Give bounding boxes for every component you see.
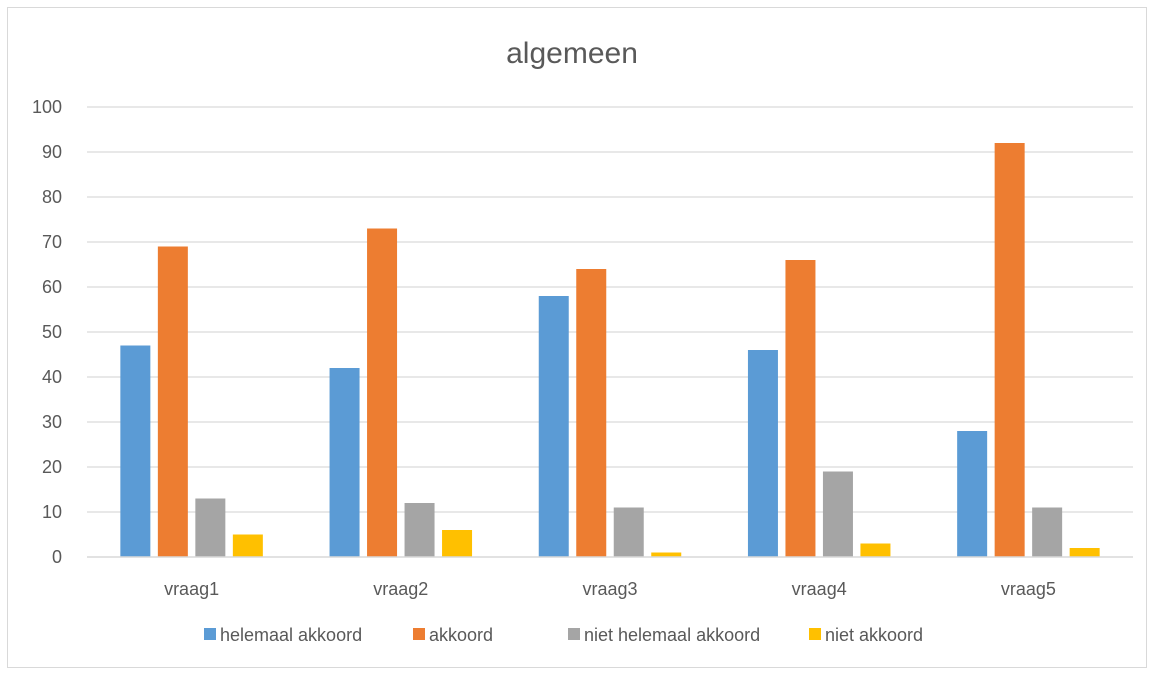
bars (120, 143, 1100, 557)
bar-vraag4-series-1 (785, 260, 816, 557)
bar-vraag5-series-0 (957, 431, 988, 557)
x-tick-label: vraag1 (164, 579, 219, 599)
x-tick-label: vraag5 (1001, 579, 1056, 599)
y-tick-label: 20 (42, 457, 62, 477)
bar-vraag5-series-2 (1032, 507, 1063, 557)
bar-vraag4-series-0 (747, 350, 778, 557)
legend-swatch (809, 628, 821, 640)
x-tick-label: vraag3 (582, 579, 637, 599)
bar-vraag2-series-0 (329, 368, 360, 557)
legend-swatch (568, 628, 580, 640)
y-axis-ticks: 0 10 20 30 40 50 60 70 80 90 100 (32, 97, 62, 567)
legend-label: niet akkoord (825, 625, 923, 645)
bar-vraag2-series-2 (404, 503, 435, 557)
bar-vraag3-series-2 (613, 507, 644, 557)
y-tick-label: 90 (42, 142, 62, 162)
bar-vraag1-series-0 (120, 345, 151, 557)
legend-swatch (413, 628, 425, 640)
bar-vraag4-series-2 (822, 471, 853, 557)
y-tick-label: 50 (42, 322, 62, 342)
legend: helemaal akkoord akkoord niet helemaal akk… (204, 625, 923, 645)
legend-label: akkoord (429, 625, 493, 645)
x-tick-label: vraag2 (373, 579, 428, 599)
bar-vraag3-series-1 (576, 269, 607, 557)
chart-title: algemeen (506, 37, 638, 70)
y-tick-label: 70 (42, 232, 62, 252)
y-tick-label: 30 (42, 412, 62, 432)
bar-vraag1-series-2 (195, 498, 226, 557)
legend-label: helemaal akkoord (220, 625, 362, 645)
bar-vraag3-series-3 (651, 552, 682, 557)
y-tick-label: 0 (52, 547, 62, 567)
bar-vraag1-series-1 (157, 246, 188, 557)
y-tick-label: 40 (42, 367, 62, 387)
bar-vraag2-series-3 (442, 530, 473, 557)
legend-swatch (204, 628, 216, 640)
legend-label: niet helemaal akkoord (584, 625, 760, 645)
bar-vraag1-series-3 (232, 534, 263, 557)
y-tick-label: 10 (42, 502, 62, 522)
y-tick-label: 60 (42, 277, 62, 297)
y-tick-label: 100 (32, 97, 62, 117)
bar-vraag4-series-3 (860, 543, 891, 557)
x-tick-label: vraag4 (792, 579, 847, 599)
y-tick-label: 80 (42, 187, 62, 207)
bar-vraag2-series-1 (367, 228, 398, 557)
bar-vraag5-series-3 (1069, 548, 1100, 557)
bar-vraag5-series-1 (994, 143, 1025, 557)
x-axis-ticks: vraag1 vraag2 vraag3 vraag4 vraag5 (164, 579, 1056, 599)
bar-vraag3-series-0 (538, 296, 569, 557)
